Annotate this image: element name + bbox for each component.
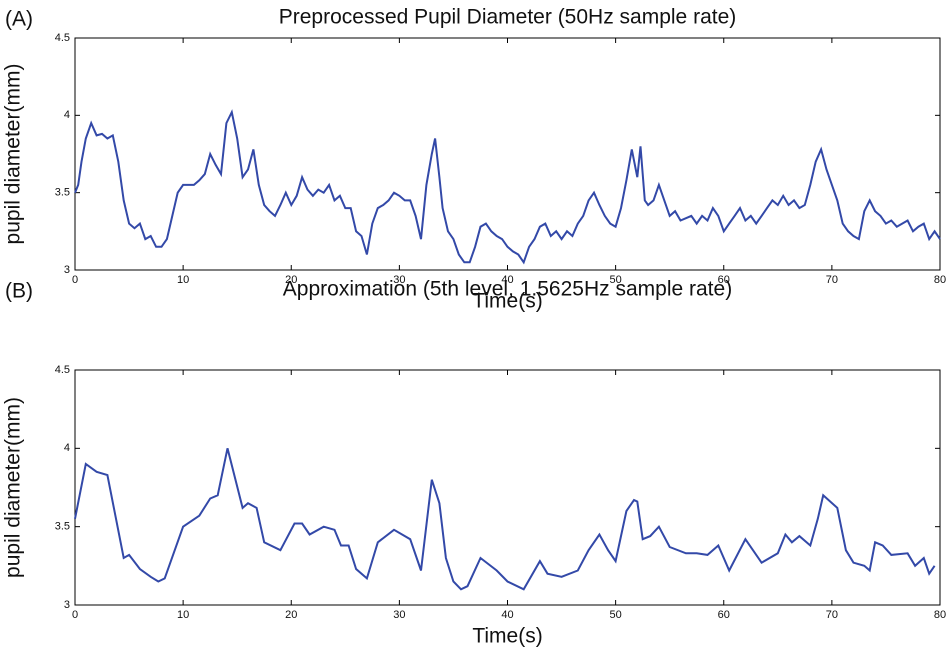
x-tick-label: 80 xyxy=(934,274,946,286)
y-axis-label: pupil diameter(mm) xyxy=(2,64,25,245)
y-tick-label: 4.5 xyxy=(55,364,70,376)
x-tick-label: 60 xyxy=(718,609,730,621)
x-tick-label: 60 xyxy=(718,274,730,286)
plot-frame xyxy=(74,369,941,606)
y-tick-label: 3 xyxy=(64,599,70,611)
chart-title: Preprocessed Pupil Diameter (50Hz sample… xyxy=(279,6,737,29)
x-tick-label: 80 xyxy=(934,609,946,621)
x-tick-label: 0 xyxy=(72,609,78,621)
x-tick-label: 30 xyxy=(393,274,405,286)
y-tick-label: 3.5 xyxy=(55,521,70,533)
x-axis-label: Time(s) xyxy=(472,625,542,648)
x-tick-label: 50 xyxy=(610,609,622,621)
chart-title: Approximation (5th level, 1.5625Hz sampl… xyxy=(283,278,732,301)
data-line xyxy=(74,448,936,591)
y-tick-label: 4 xyxy=(64,109,70,121)
x-tick-label: 70 xyxy=(826,274,838,286)
x-tick-label: 0 xyxy=(72,274,78,286)
y-tick-label: 3.5 xyxy=(55,187,70,199)
data-line xyxy=(74,109,941,265)
x-tick-label: 10 xyxy=(177,274,189,286)
x-axis-label: Time(s) xyxy=(472,290,542,313)
x-tick-label: 50 xyxy=(610,274,622,286)
x-tick-label: 20 xyxy=(285,274,297,286)
x-tick-label: 70 xyxy=(826,609,838,621)
y-tick-label: 4.5 xyxy=(55,32,70,44)
x-tick-label: 40 xyxy=(501,274,513,286)
y-axis-label: pupil diameter(mm) xyxy=(2,397,25,578)
x-tick-label: 30 xyxy=(393,609,405,621)
plot-frame xyxy=(74,37,941,271)
x-tick-label: 20 xyxy=(285,609,297,621)
panel-label: (B) xyxy=(5,280,33,303)
y-tick-label: 3 xyxy=(64,264,70,276)
x-tick-label: 10 xyxy=(177,609,189,621)
x-tick-label: 40 xyxy=(501,609,513,621)
y-tick-label: 4 xyxy=(64,442,70,454)
panel-label: (A) xyxy=(5,8,33,31)
